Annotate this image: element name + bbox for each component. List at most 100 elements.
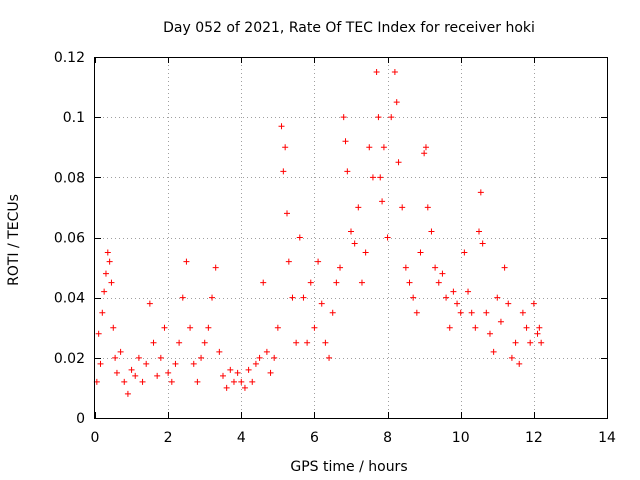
data-point [117,348,124,355]
data-point [366,144,373,151]
data-point [176,339,183,346]
data-point [271,354,278,361]
data-point [527,339,534,346]
y-tick-label: 0.04 [54,291,85,307]
data-point [479,240,486,247]
y-tick-label: 0.06 [54,231,85,247]
data-point [399,204,406,211]
data-point [380,144,387,151]
data-point [315,258,322,265]
data-point [333,279,340,286]
data-point [406,279,413,286]
data-point [289,294,296,301]
data-point [113,369,120,376]
data-point [424,204,431,211]
data-point [101,288,108,295]
plot-frame [94,57,608,419]
data-point [139,378,146,385]
y-tick-label: 0.08 [54,170,85,186]
data-point [454,300,461,307]
data-point [143,360,150,367]
data-point [501,264,508,271]
data-point [256,354,263,361]
x-axis-title: GPS time / hours [290,459,407,475]
data-point [238,378,245,385]
data-point [465,288,472,295]
data-point [212,264,219,271]
data-point [209,294,216,301]
data-point [505,300,512,307]
data-point [220,372,226,379]
data-point [263,348,270,355]
data-point [201,339,208,346]
data-point [99,309,106,316]
data-point [132,372,139,379]
data-point [340,114,347,121]
data-point [154,372,161,379]
data-point [326,354,333,361]
data-point [410,294,417,301]
data-point [106,258,113,265]
data-point [379,198,386,205]
data-point [194,378,201,385]
data-point [307,279,314,286]
x-tick-label: 4 [237,430,246,446]
data-point [278,123,285,130]
data-point [230,378,237,385]
data-point [446,324,453,331]
data-point [384,234,391,241]
x-tick-labels: 0 2 4 6 8 10 12 14 [91,430,616,446]
data-point [450,288,457,295]
data-point [282,144,289,151]
data-point [157,354,164,361]
data-point [476,228,482,235]
data-point [512,339,519,346]
data-point [112,354,119,361]
data-point [97,360,104,367]
data-point [375,114,382,121]
data-point [421,150,428,157]
y-tick-label: 0.02 [54,351,85,367]
data-point [342,138,349,145]
data-point [329,309,336,316]
data-point [161,324,168,331]
data-point [395,159,402,166]
data-point [457,309,464,316]
data-point [146,300,153,307]
data-point [355,204,362,211]
data-point [351,240,358,247]
data-points [93,69,545,397]
data-point [168,378,175,385]
data-point [121,378,128,385]
x-tick-label: 14 [598,430,616,446]
data-point [95,330,102,337]
data-point [461,249,468,256]
data-point [377,174,384,181]
data-point [241,384,248,391]
data-point [519,309,526,316]
data-point [165,369,172,376]
data-point [205,324,212,331]
data-point [348,228,354,235]
data-point [472,324,479,331]
data-point [490,348,497,355]
data-point [311,324,318,331]
data-point [530,300,537,307]
data-point [318,300,325,307]
data-point [234,369,241,376]
data-point [124,390,131,397]
data-point [284,210,290,217]
data-point [393,99,400,106]
data-point [216,348,223,355]
data-point [508,354,515,361]
data-point [304,339,311,346]
axis-ticks [95,57,608,419]
x-tick-label: 12 [525,430,543,446]
y-tick-label: 0 [76,411,85,427]
data-point [300,294,307,301]
data-point [150,339,157,346]
data-point [362,249,369,256]
data-point [443,294,450,301]
data-point [422,144,429,151]
